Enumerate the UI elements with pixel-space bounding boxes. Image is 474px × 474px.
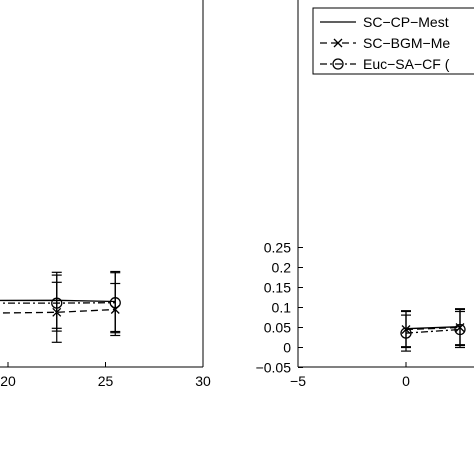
legend-label: SC−BGM−Me (363, 35, 450, 51)
series-line (0, 302, 116, 304)
y-tick-label: 0.2 (272, 260, 292, 276)
y-tick-label: 0.1 (272, 300, 292, 316)
x-marker (333, 38, 343, 48)
x-tick-label: 25 (98, 373, 114, 389)
series-line (405, 326, 461, 330)
x-tick-label: 30 (195, 373, 211, 389)
circle-marker (332, 58, 344, 70)
circle-marker (109, 297, 121, 309)
y-tick-label: 0 (283, 340, 291, 356)
circle-marker (51, 297, 63, 309)
y-tick-label: 0.05 (264, 320, 291, 336)
x-tick-label: −5 (290, 373, 306, 389)
series-line (405, 328, 461, 334)
x-tick-label: 0 (402, 373, 410, 389)
series-line (0, 299, 116, 303)
circle-marker (454, 323, 466, 336)
series-line (405, 326, 461, 331)
y-tick-label: 0.25 (264, 240, 291, 256)
y-tick-label: −0.05 (256, 360, 292, 376)
legend-label: SC−CP−Mest (363, 14, 449, 30)
left-chart-panel: 20 25 30 (0, 0, 211, 389)
legend: SC−CP−Mest SC−BGM−Me Euc−SA−CF ( (312, 7, 474, 75)
circle-marker (400, 327, 412, 339)
series-line (0, 308, 116, 314)
legend-label: Euc−SA−CF ( (363, 56, 450, 72)
x-tick-label: 20 (0, 373, 16, 389)
y-tick-label: 0.15 (264, 280, 291, 296)
